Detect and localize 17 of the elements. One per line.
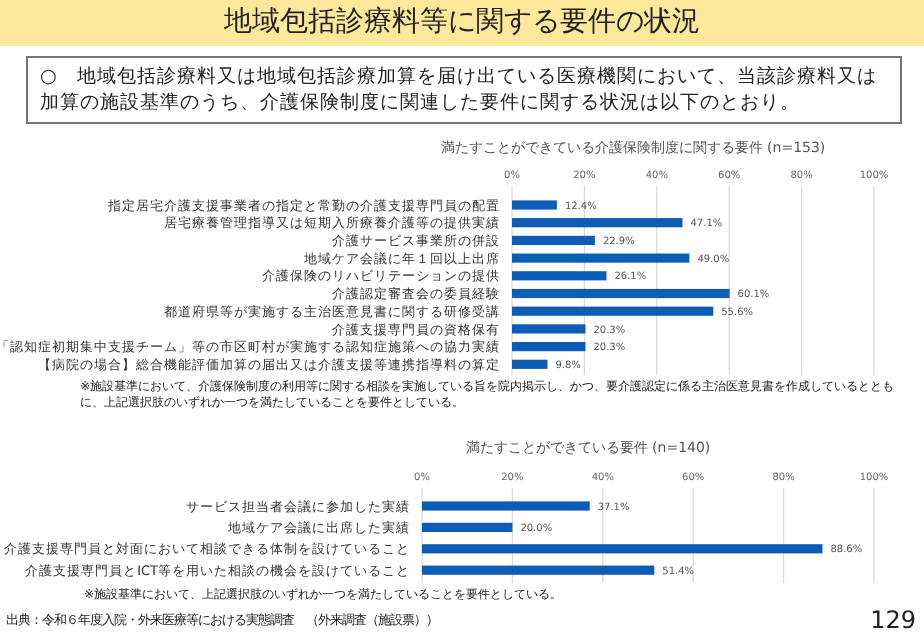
text: 129 [870,606,916,634]
bar [512,235,595,245]
bar [422,544,823,554]
bar [512,359,548,369]
text: 地域包括診療料等に関する要件の状況 [0,0,924,46]
bar [512,271,607,281]
text: ○ 地域包括診療料又は地域包括診療加算を届け出ている医療機関において、当該診療料又は加算の施設基準のうち、介護保険制度に関連した要件に関する状況は以下のとおり。 [26,56,902,124]
bar [512,342,586,352]
bar [422,522,513,532]
bar [512,218,683,228]
bar [512,253,690,263]
bar [422,565,655,575]
bar [512,306,714,316]
bar [512,324,586,334]
bar [422,501,590,511]
bar [512,288,730,299]
bar [512,200,557,210]
